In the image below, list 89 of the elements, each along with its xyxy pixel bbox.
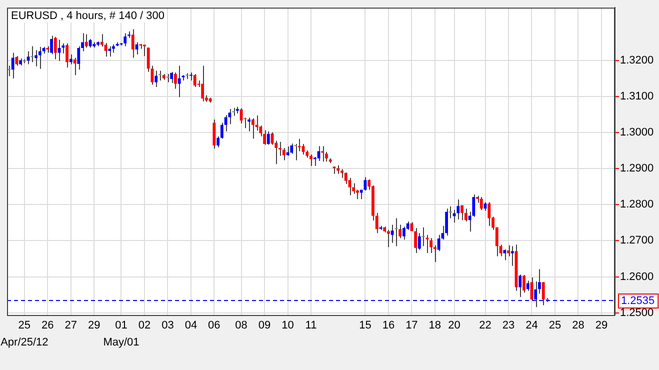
candlestick: [456, 199, 460, 220]
y-tick-label: 1.3200: [620, 54, 654, 66]
x-tick-label: 23: [502, 320, 515, 332]
candlestick: [131, 28, 134, 58]
y-tick-label: 1.3000: [620, 126, 654, 138]
x-tick-label: 18: [428, 320, 442, 332]
candlestick: [507, 244, 510, 257]
candlestick: [84, 34, 88, 48]
candlestick: [251, 118, 254, 140]
candlestick: [244, 117, 247, 129]
x-tick-label: 27: [64, 320, 78, 332]
candlestick: [344, 172, 348, 185]
candlestick: [290, 143, 294, 154]
candlestick: [394, 218, 398, 247]
x-tick-label: 28: [572, 320, 584, 332]
candlestick: [302, 143, 305, 155]
candlestick: [66, 42, 68, 68]
x-tick-label: 09: [258, 320, 271, 332]
x-tick-label: 15: [359, 320, 372, 332]
candlestick: [414, 228, 418, 254]
y-tick-label: 1.2600: [620, 270, 654, 283]
x-tick-label: 03: [162, 320, 174, 332]
x-tick-label: 29: [595, 320, 608, 332]
candlestick: [488, 202, 491, 226]
candlestick: [11, 52, 14, 79]
candlestick: [480, 196, 483, 211]
y-tick-label: 1.2800: [620, 198, 654, 211]
candlestick: [390, 224, 394, 244]
candlestick: [146, 47, 150, 72]
candlestick: [542, 282, 545, 306]
candlestick: [410, 222, 414, 232]
candlestick: [26, 50, 30, 65]
x-tick-label: 17: [406, 320, 418, 332]
candlestick: [174, 72, 177, 90]
x-tick-label: 01: [115, 320, 128, 332]
candlestick: [402, 226, 406, 240]
candlestick: [108, 46, 112, 58]
candlestick: [69, 54, 72, 65]
candlestick: [321, 146, 324, 162]
candlestick: [50, 35, 53, 55]
x-tick-label: 02: [138, 320, 151, 332]
x-tick-label: 29: [88, 320, 100, 332]
x-tick-label: 26: [42, 320, 54, 332]
y-tick-label: 1.2700: [620, 234, 654, 247]
candlestick: [445, 208, 448, 236]
candlestick: [518, 274, 522, 298]
candlestick: [38, 46, 42, 70]
y-tick-label: 1.2900: [620, 162, 654, 175]
x-tick-label: 16: [382, 320, 395, 332]
x-tick-label: 25: [18, 320, 31, 332]
x-tick-label: 20: [448, 320, 460, 332]
candlestick: [310, 154, 312, 166]
candlestick: [503, 248, 506, 261]
ref-line-label: 1.2535: [621, 295, 655, 308]
x-tick-label: 25: [548, 320, 562, 332]
candlestick: [510, 246, 514, 266]
x-tick-label: 11: [305, 320, 317, 332]
candlestick: [266, 130, 270, 146]
candlestick: [193, 73, 196, 88]
text: Apr/25/12: [0, 336, 48, 349]
candlestick: [430, 238, 433, 254]
candlestick: [178, 65, 181, 98]
candlestick: [201, 65, 204, 102]
candlestick: [526, 280, 530, 292]
candlestick: [154, 70, 158, 88]
y-tick-label: 1.2500: [620, 306, 654, 319]
candlestick: [124, 32, 127, 47]
x-tick-label: 24: [526, 320, 538, 332]
y-tick-label: 1.3100: [620, 90, 654, 102]
candlestick: [100, 34, 104, 48]
x-tick-label: 04: [184, 320, 198, 332]
candlestick: [54, 36, 57, 60]
candlestick: [387, 229, 390, 248]
chart-title: EURUSD , 4 hours, # 140 / 300: [11, 10, 164, 22]
x-tick-label: 22: [479, 320, 492, 332]
x-tick-label: 06: [208, 320, 220, 332]
candlestick: [212, 118, 216, 150]
candlestick: [522, 274, 526, 294]
candlestick: [30, 46, 34, 63]
candlestick: [34, 50, 38, 67]
candlestick: [422, 226, 425, 247]
x-tick-label: 08: [235, 320, 248, 332]
candlestick: [263, 130, 266, 146]
candlestick: [248, 117, 250, 132]
candlestick: [464, 208, 468, 222]
x-tick-label: 10: [282, 320, 294, 332]
candlestick: [294, 143, 297, 161]
text: May/01: [103, 336, 140, 349]
candlestick: [170, 71, 174, 84]
